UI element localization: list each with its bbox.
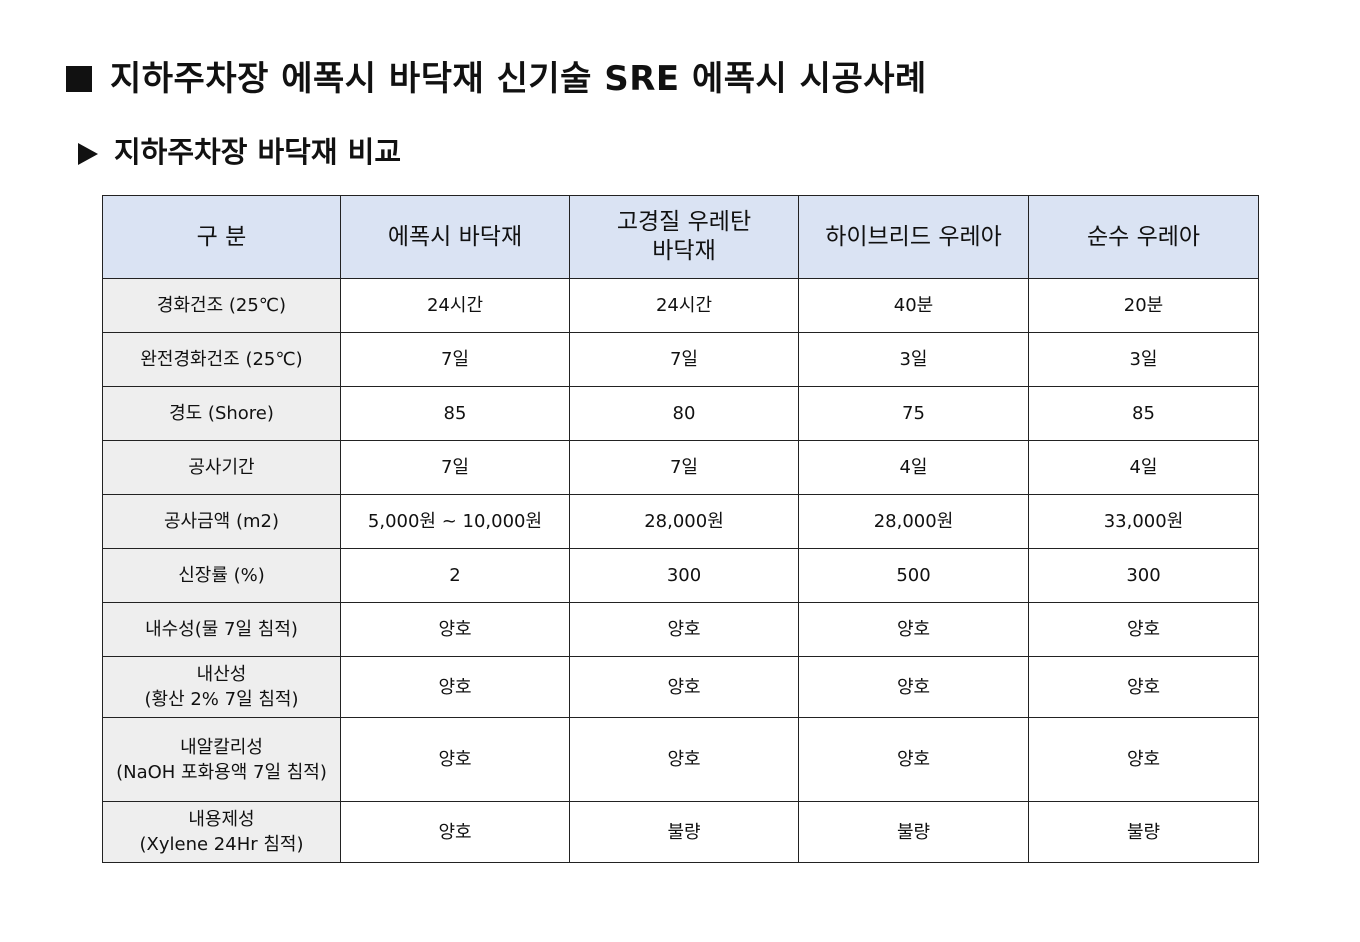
table-header-row: 구 분 에폭시 바닥재 고경질 우레탄 바닥재 하이브리드 우레아 순수 우레아 bbox=[102, 195, 1259, 279]
table-cell: 양호 bbox=[569, 602, 799, 657]
comparison-table: 구 분 에폭시 바닥재 고경질 우레탄 바닥재 하이브리드 우레아 순수 우레아 … bbox=[102, 195, 1259, 863]
table-cell: 양호 bbox=[340, 801, 570, 863]
header-urethane: 고경질 우레탄 바닥재 bbox=[569, 195, 799, 279]
table-cell: 7일 bbox=[340, 332, 570, 387]
table-cell: 7일 bbox=[569, 332, 799, 387]
row-label: 내수성(물 7일 침적) bbox=[102, 602, 341, 657]
table-row: 완전경화건조 (25℃) 7일 7일 3일 3일 bbox=[102, 332, 1259, 387]
page-title: 지하주차장 에폭시 바닥재 신기술 SRE 에폭시 시공사례 bbox=[66, 54, 927, 104]
table-cell: 불량 bbox=[798, 801, 1029, 863]
table-cell: 33,000원 bbox=[1028, 494, 1259, 549]
table-cell: 7일 bbox=[340, 440, 570, 495]
table-cell: 28,000원 bbox=[569, 494, 799, 549]
header-pure-urea: 순수 우레아 bbox=[1028, 195, 1259, 279]
table-row: 내산성 (황산 2% 7일 침적) 양호 양호 양호 양호 bbox=[102, 656, 1259, 718]
table-cell: 85 bbox=[340, 386, 570, 441]
table-row: 공사금액 (m2) 5,000원 ~ 10,000원 28,000원 28,00… bbox=[102, 494, 1259, 549]
table-cell: 양호 bbox=[569, 656, 799, 718]
table-row: 경화건조 (25℃) 24시간 24시간 40분 20분 bbox=[102, 278, 1259, 333]
table-cell: 3일 bbox=[1028, 332, 1259, 387]
row-label: 경도 (Shore) bbox=[102, 386, 341, 441]
table-cell: 양호 bbox=[340, 717, 570, 802]
table-row: 신장률 (%) 2 300 500 300 bbox=[102, 548, 1259, 603]
table-cell: 양호 bbox=[1028, 717, 1259, 802]
row-label: 내용제성 (Xylene 24Hr 침적) bbox=[102, 801, 341, 863]
header-epoxy: 에폭시 바닥재 bbox=[340, 195, 570, 279]
table-cell: 300 bbox=[1028, 548, 1259, 603]
row-label: 내산성 (황산 2% 7일 침적) bbox=[102, 656, 341, 718]
table-cell: 양호 bbox=[569, 717, 799, 802]
table-cell: 양호 bbox=[1028, 656, 1259, 718]
table-cell: 5,000원 ~ 10,000원 bbox=[340, 494, 570, 549]
table-row: 내알칼리성 (NaOH 포화용액 7일 침적) 양호 양호 양호 양호 bbox=[102, 717, 1259, 802]
table-cell: 양호 bbox=[798, 717, 1029, 802]
table-cell: 75 bbox=[798, 386, 1029, 441]
table-cell: 양호 bbox=[798, 602, 1029, 657]
table-row: 경도 (Shore) 85 80 75 85 bbox=[102, 386, 1259, 441]
row-label: 신장률 (%) bbox=[102, 548, 341, 603]
table-row: 내용제성 (Xylene 24Hr 침적) 양호 불량 불량 불량 bbox=[102, 801, 1259, 863]
table-cell: 28,000원 bbox=[798, 494, 1029, 549]
row-label: 공사금액 (m2) bbox=[102, 494, 341, 549]
table-cell: 20분 bbox=[1028, 278, 1259, 333]
table-cell: 4일 bbox=[798, 440, 1029, 495]
black-square-icon bbox=[66, 66, 92, 92]
table-cell: 24시간 bbox=[340, 278, 570, 333]
table-cell: 양호 bbox=[798, 656, 1029, 718]
table-cell: 40분 bbox=[798, 278, 1029, 333]
row-label: 내알칼리성 (NaOH 포화용액 7일 침적) bbox=[102, 717, 341, 802]
table-row: 공사기간 7일 7일 4일 4일 bbox=[102, 440, 1259, 495]
page-title-text: 지하주차장 에폭시 바닥재 신기술 SRE 에폭시 시공사례 bbox=[110, 59, 927, 99]
section-title-text: 지하주차장 바닥재 비교 bbox=[114, 135, 401, 169]
table-cell: 불량 bbox=[569, 801, 799, 863]
row-label: 공사기간 bbox=[102, 440, 341, 495]
row-label: 경화건조 (25℃) bbox=[102, 278, 341, 333]
table-cell: 양호 bbox=[340, 656, 570, 718]
table-cell: 500 bbox=[798, 548, 1029, 603]
table-cell: 양호 bbox=[340, 602, 570, 657]
table-cell: 300 bbox=[569, 548, 799, 603]
table-cell: 7일 bbox=[569, 440, 799, 495]
header-hybrid-urea: 하이브리드 우레아 bbox=[798, 195, 1029, 279]
table-cell: 85 bbox=[1028, 386, 1259, 441]
table-cell: 4일 bbox=[1028, 440, 1259, 495]
table-cell: 80 bbox=[569, 386, 799, 441]
row-label: 완전경화건조 (25℃) bbox=[102, 332, 341, 387]
table-cell: 불량 bbox=[1028, 801, 1259, 863]
table-row: 내수성(물 7일 침적) 양호 양호 양호 양호 bbox=[102, 602, 1259, 657]
black-triangle-right-icon bbox=[78, 143, 98, 165]
section-title: 지하주차장 바닥재 비교 bbox=[78, 130, 401, 174]
table-cell: 2 bbox=[340, 548, 570, 603]
table-cell: 양호 bbox=[1028, 602, 1259, 657]
table-cell: 3일 bbox=[798, 332, 1029, 387]
header-category: 구 분 bbox=[102, 195, 341, 279]
table-cell: 24시간 bbox=[569, 278, 799, 333]
